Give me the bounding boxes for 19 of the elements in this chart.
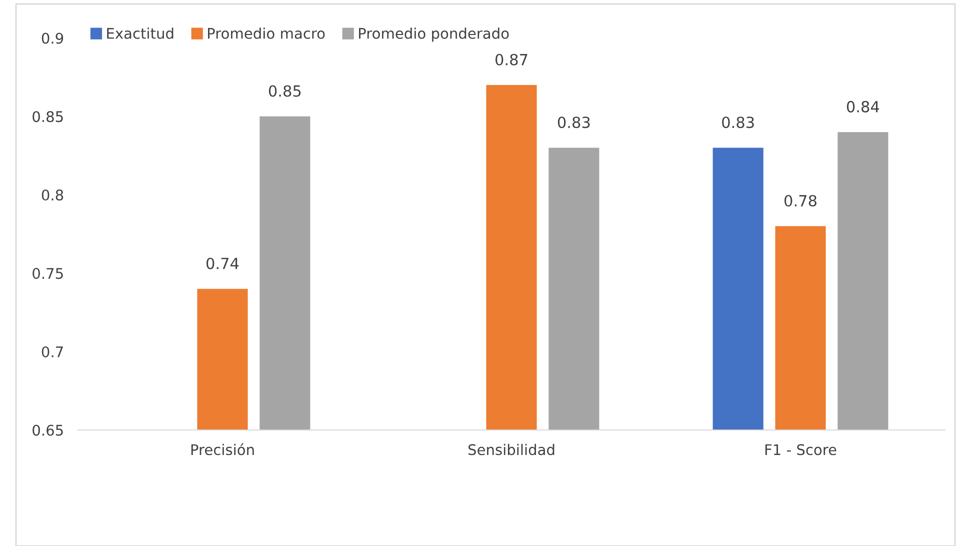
x-tick-label: Precisión — [191, 443, 254, 456]
data-label: 0.83 — [722, 116, 754, 128]
data-label: 0.84 — [846, 100, 880, 112]
x-tick-label: F1 - Score — [765, 444, 836, 456]
y-tick-label: 0.8 — [42, 190, 64, 201]
data-label: 0.78 — [784, 194, 816, 207]
y-tick-label: 0.7 — [42, 346, 63, 358]
y-tick-label: 0.65 — [32, 424, 63, 436]
data-label: 0.85 — [268, 85, 301, 97]
legend-label: Exactitud — [107, 28, 174, 39]
data-label: 0.74 — [206, 258, 239, 270]
y-tick-label: 0.9 — [42, 32, 64, 44]
y-tick-label: 0.75 — [32, 268, 63, 279]
legend-label: Promedio ponderado — [359, 28, 509, 42]
data-label: 0.87 — [496, 54, 528, 66]
x-tick-label: Sensibilidad — [468, 444, 554, 456]
legend-label: Promedio macro — [208, 28, 325, 39]
data-label: 0.83 — [558, 116, 590, 128]
y-tick-label: 0.85 — [32, 111, 63, 122]
